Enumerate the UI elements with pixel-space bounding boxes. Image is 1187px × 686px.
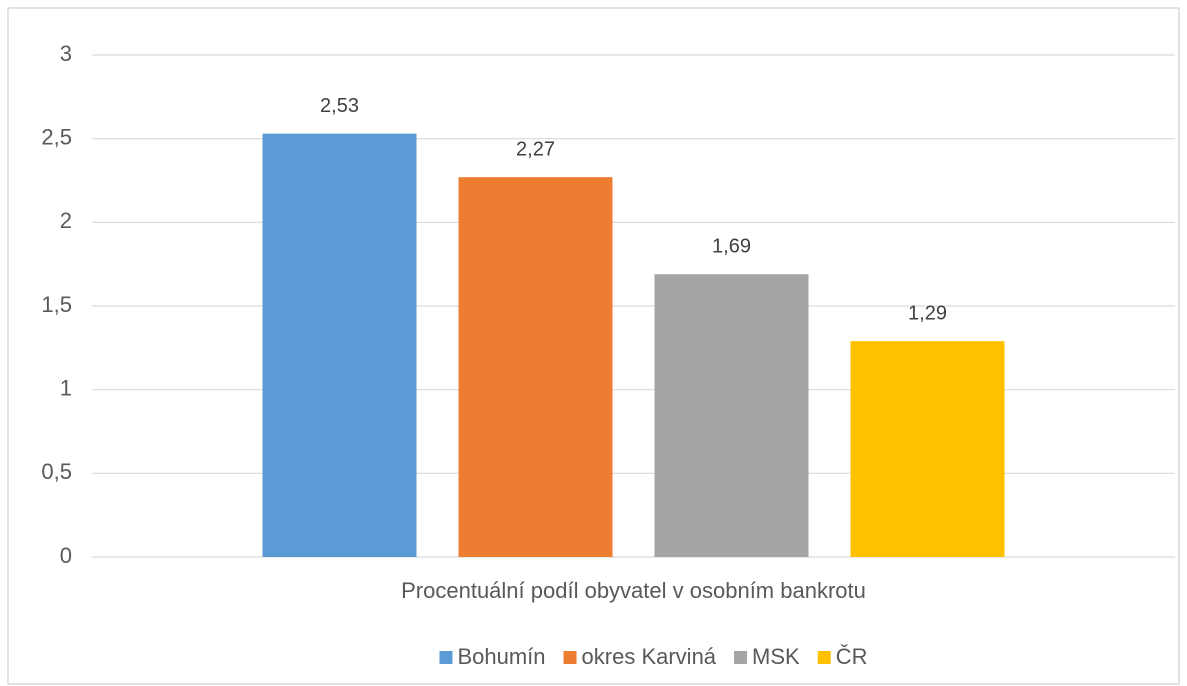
y-tick-label: 2 — [60, 208, 72, 233]
data-label: 2,53 — [320, 95, 359, 117]
legend-swatch — [563, 651, 577, 664]
legend-label: okres Karviná — [582, 644, 717, 669]
y-tick-label: 0,5 — [41, 459, 72, 484]
bar — [262, 133, 417, 557]
x-tick-label: Procentuální podíl obyvatel v osobním ba… — [401, 578, 866, 603]
data-label: 1,29 — [908, 302, 947, 324]
legend-swatch — [734, 651, 748, 664]
legend-swatch — [817, 651, 831, 664]
y-tick-label: 0 — [60, 543, 72, 568]
legend-label: ČR — [836, 644, 868, 669]
data-label: 1,69 — [712, 235, 751, 257]
y-tick-label: 2,5 — [41, 124, 72, 149]
bar — [850, 341, 1005, 557]
bar — [654, 274, 809, 557]
y-tick-label: 1 — [60, 375, 72, 400]
y-tick-label: 3 — [60, 41, 72, 66]
legend-label: Bohumín — [457, 644, 545, 669]
data-label: 2,27 — [516, 138, 555, 160]
legend-swatch — [439, 651, 453, 664]
legend-label: MSK — [752, 644, 800, 669]
bar — [458, 177, 613, 558]
y-tick-label: 1,5 — [41, 292, 72, 317]
